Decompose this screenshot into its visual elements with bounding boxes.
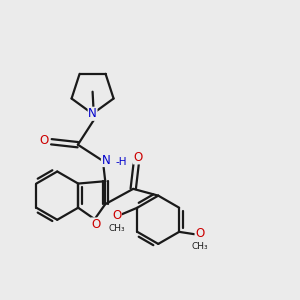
Text: O: O bbox=[195, 227, 204, 240]
Text: N: N bbox=[88, 107, 97, 120]
Text: O: O bbox=[39, 134, 49, 147]
Text: CH₃: CH₃ bbox=[108, 224, 125, 232]
Text: -H: -H bbox=[116, 158, 127, 167]
Text: O: O bbox=[112, 208, 122, 222]
Text: CH₃: CH₃ bbox=[191, 242, 208, 251]
Text: O: O bbox=[91, 218, 100, 231]
Text: N: N bbox=[101, 154, 110, 166]
Text: O: O bbox=[133, 151, 142, 164]
